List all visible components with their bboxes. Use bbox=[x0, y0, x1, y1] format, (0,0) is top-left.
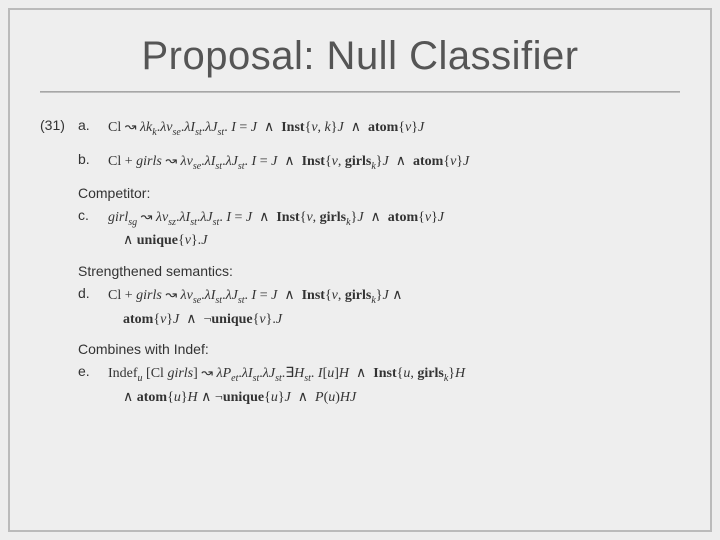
strengthened-label: Strengthened semantics: bbox=[78, 263, 680, 279]
item-b-formula: Cl + girls ↝ λvse.λIst.λJst. I = J ∧ Ins… bbox=[108, 151, 680, 175]
item-c-row: c. girlsg ↝ λvsz.λIst.λJst. I = J ∧ Inst… bbox=[78, 207, 680, 253]
item-d-row: d. Cl + girls ↝ λvse.λIst.λJst. I = J ∧ … bbox=[78, 285, 680, 331]
item-c-letter: c. bbox=[78, 207, 108, 223]
item-d-formula: Cl + girls ↝ λvse.λIst.λJst. I = J ∧ Ins… bbox=[108, 285, 680, 331]
item-a-row: (31) a. Cl ↝ λkk.λvse.λIst.λJst. I = J ∧… bbox=[40, 117, 680, 141]
item-b-row: b. Cl + girls ↝ λvse.λIst.λJst. I = J ∧ … bbox=[40, 151, 680, 175]
slide-frame: Proposal: Null Classifier (31) a. Cl ↝ λ… bbox=[8, 8, 712, 532]
item-e-letter: e. bbox=[78, 363, 108, 379]
item-a-formula: Cl ↝ λkk.λvse.λIst.λJst. I = J ∧ Inst{v,… bbox=[108, 117, 680, 141]
indef-label: Combines with Indef: bbox=[78, 341, 680, 357]
item-c-formula: girlsg ↝ λvsz.λIst.λJst. I = J ∧ Inst{v,… bbox=[108, 207, 680, 253]
item-d-letter: d. bbox=[78, 285, 108, 301]
item-a-letter: a. bbox=[78, 117, 108, 133]
example-number: (31) bbox=[40, 117, 78, 133]
competitor-label: Competitor: bbox=[78, 185, 680, 201]
item-e-row: e. Indefu [Cl girls] ↝ λPet.λIst.λJst.∃H… bbox=[78, 363, 680, 409]
item-e-formula: Indefu [Cl girls] ↝ λPet.λIst.λJst.∃Hst.… bbox=[108, 363, 680, 409]
content-area: (31) a. Cl ↝ λkk.λvse.λIst.λJst. I = J ∧… bbox=[10, 93, 710, 409]
slide-title: Proposal: Null Classifier bbox=[10, 10, 710, 87]
item-b-letter: b. bbox=[78, 151, 108, 167]
